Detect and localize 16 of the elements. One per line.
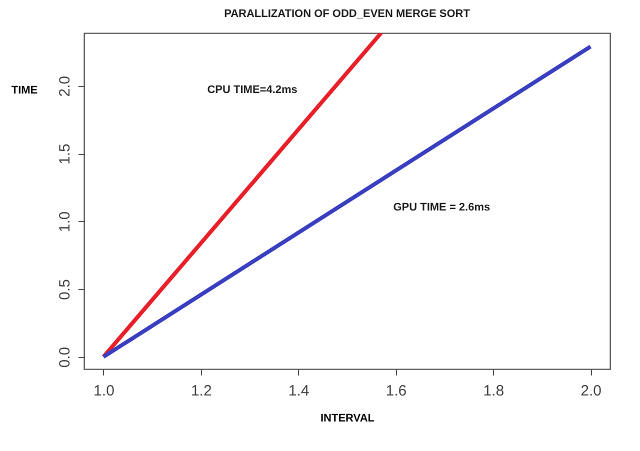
y-tick-label: 0.5 xyxy=(56,279,74,300)
x-tick-label: 1.0 xyxy=(94,382,114,400)
annotation: GPU TIME = 2.6ms xyxy=(393,202,490,214)
x-tick-label: 1.6 xyxy=(386,382,407,400)
y-tick-label: 2.0 xyxy=(56,76,74,97)
x-tick-label: 2.0 xyxy=(580,382,602,400)
y-axis-title: TIME xyxy=(11,84,38,96)
y-tick-label: 1.0 xyxy=(56,211,74,232)
y-tick-label: 0.0 xyxy=(56,346,74,368)
x-tick-label: 1.2 xyxy=(190,382,212,400)
chart-title: PARALLIZATION OF ODD_EVEN MERGE SORT xyxy=(224,8,470,20)
annotation: CPU TIME=4.2ms xyxy=(207,84,298,96)
x-tick-label: 1.4 xyxy=(288,382,310,400)
x-tick-label: 1.8 xyxy=(483,382,504,400)
y-tick-label: 1.5 xyxy=(56,144,74,165)
x-axis-title: INTERVAL xyxy=(320,412,375,424)
